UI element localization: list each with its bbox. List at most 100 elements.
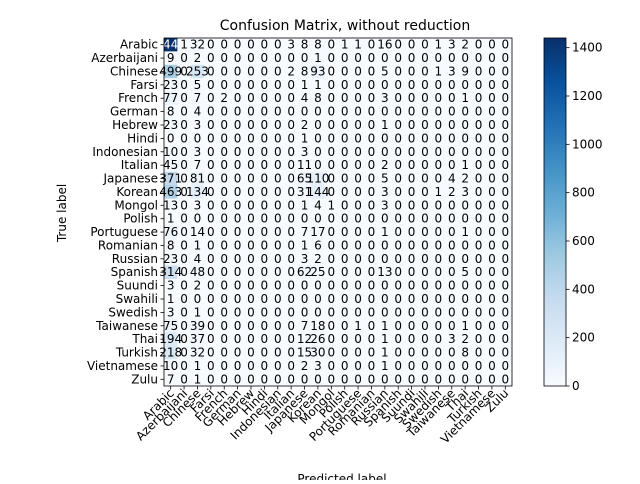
cell-value-label: 0 [381,292,389,306]
cell-value-label: 0 [180,305,188,319]
heatmap-cell [311,38,325,52]
heatmap-cell [338,345,352,360]
heatmap-cell [458,359,473,373]
cell-value-label: 4 [448,172,456,186]
cell-value-label: 0 [234,372,242,386]
cell-value-label: 0 [475,265,483,279]
cell-value-label: 0 [448,145,456,159]
cell-value-label: 0 [354,91,362,105]
heatmap-cell [271,104,285,119]
cell-value-label: 1 [194,305,202,319]
heatmap-cell [324,78,339,92]
cell-value-label: 0 [501,292,509,306]
cell-value-label: 0 [475,91,483,105]
cell-value-label: 0 [327,131,335,145]
cell-value-label: 2 [301,359,309,373]
cell-value-label: 0 [341,346,349,360]
heatmap-cell [324,51,339,66]
heatmap-cell [190,131,205,146]
heatmap-cell [458,332,473,347]
cell-value-label: 0 [368,118,376,132]
cell-value-label: 0 [234,105,242,119]
heatmap-cell [230,91,245,106]
cell-value-label: 0 [247,158,255,172]
heatmap-cell [445,91,459,106]
heatmap-cell [404,104,419,119]
cell-value-label: 0 [274,238,282,252]
heatmap-cell [471,265,486,280]
cell-value-label: 0 [461,292,469,306]
heatmap-cell [391,292,406,306]
cell-value-label: 0 [488,346,496,360]
cell-value-label: 0 [207,346,215,360]
cell-value-label: 0 [394,145,402,159]
cell-value-label: 17 [310,225,325,239]
heatmap-cell [378,38,392,52]
cell-value-label: 7 [301,225,309,239]
cell-value-label: 2 [461,38,469,52]
cell-value-label: 32 [190,38,205,52]
heatmap-cell [177,91,192,106]
cell-value-label: 0 [207,359,215,373]
cell-value-label: 0 [234,359,242,373]
cell-value-label: 0 [287,332,295,346]
cell-value-label: 0 [501,158,509,172]
heatmap-cell [338,305,352,320]
heatmap-cell [418,158,432,173]
heatmap-cell [431,78,446,92]
cell-value-label: 0 [274,51,282,65]
cell-value-label: 9 [461,64,469,78]
cell-value-label: 0 [408,185,416,199]
cell-value-label: 0 [488,225,496,239]
heatmap-cell [324,91,339,106]
heatmap-cell [257,131,272,146]
heatmap-cell [498,185,513,199]
cell-value-label: 0 [421,105,429,119]
heatmap-cell [445,278,459,293]
heatmap-cell [204,238,218,253]
heatmap-cell [324,158,339,173]
heatmap-cell [190,359,205,373]
heatmap-cell [471,292,486,306]
cell-value-label: 0 [488,265,496,279]
heatmap-cell [164,372,178,387]
heatmap-cell [177,345,192,360]
heatmap-cell [445,118,459,132]
cell-value-label: 0 [421,359,429,373]
heatmap-cell [338,78,352,92]
heatmap-cell [391,185,406,199]
heatmap-cell [458,145,473,159]
heatmap-cell [404,332,419,347]
heatmap-cell [498,51,513,66]
cell-value-label: 0 [421,212,429,226]
heatmap-cell [458,185,473,199]
heatmap-cell [498,171,513,186]
heatmap-cell [297,345,312,360]
cell-value-label: 0 [475,319,483,333]
heatmap-cell [498,145,513,159]
cell-value-label: 0 [408,78,416,92]
heatmap-cell [351,64,366,79]
heatmap-cell [230,78,245,92]
cell-value-label: 0 [220,105,228,119]
heatmap-cell [311,145,325,159]
heatmap-cell [311,225,325,240]
heatmap-cell [257,345,272,360]
heatmap-cell [458,118,473,132]
cell-value-label: 0 [501,78,509,92]
cell-value-label: 0 [261,172,269,186]
y-tick-label: Farsi [130,78,158,92]
heatmap-cell [257,104,272,119]
heatmap-cell [177,292,192,306]
cell-value-label: 0 [234,198,242,212]
x-axis: ArabicAzerbaijaniChineseFarsiFrenchGerma… [133,386,511,446]
heatmap-cell [190,252,205,266]
cell-value-label: 0 [301,212,309,226]
heatmap-cell [364,292,379,306]
cell-value-label: 0 [408,212,416,226]
heatmap-cell [284,64,299,79]
heatmap-cell [297,319,312,333]
heatmap-cell [378,171,392,186]
heatmap-cell [445,265,459,280]
heatmap-cell [271,64,285,79]
